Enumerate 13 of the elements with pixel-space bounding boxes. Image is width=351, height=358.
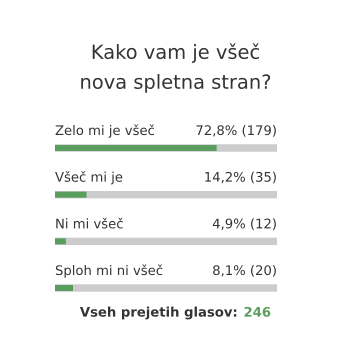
y-tick-label: Ni mi všeč: [56, 218, 123, 229]
data-label: 14,2% (35): [205, 172, 276, 184]
text: Vseh prejetih glasov: 246: [80, 306, 270, 320]
y-tick-label: Sploh mi ni všeč: [56, 264, 162, 278]
bar: [55, 284, 73, 292]
data-label: 4,9% (12): [212, 218, 276, 230]
data-label: 72,8% (179): [196, 124, 276, 137]
bar: [55, 192, 87, 198]
data-label: 8,1% (20): [213, 264, 276, 277]
chart-title: Kako vam je všeč nova spletna stran?: [81, 43, 270, 93]
bar: [55, 238, 66, 244]
y-tick-label: Všeč mi je: [55, 171, 122, 184]
y-tick-label: Zelo mi je všeč: [56, 124, 154, 138]
